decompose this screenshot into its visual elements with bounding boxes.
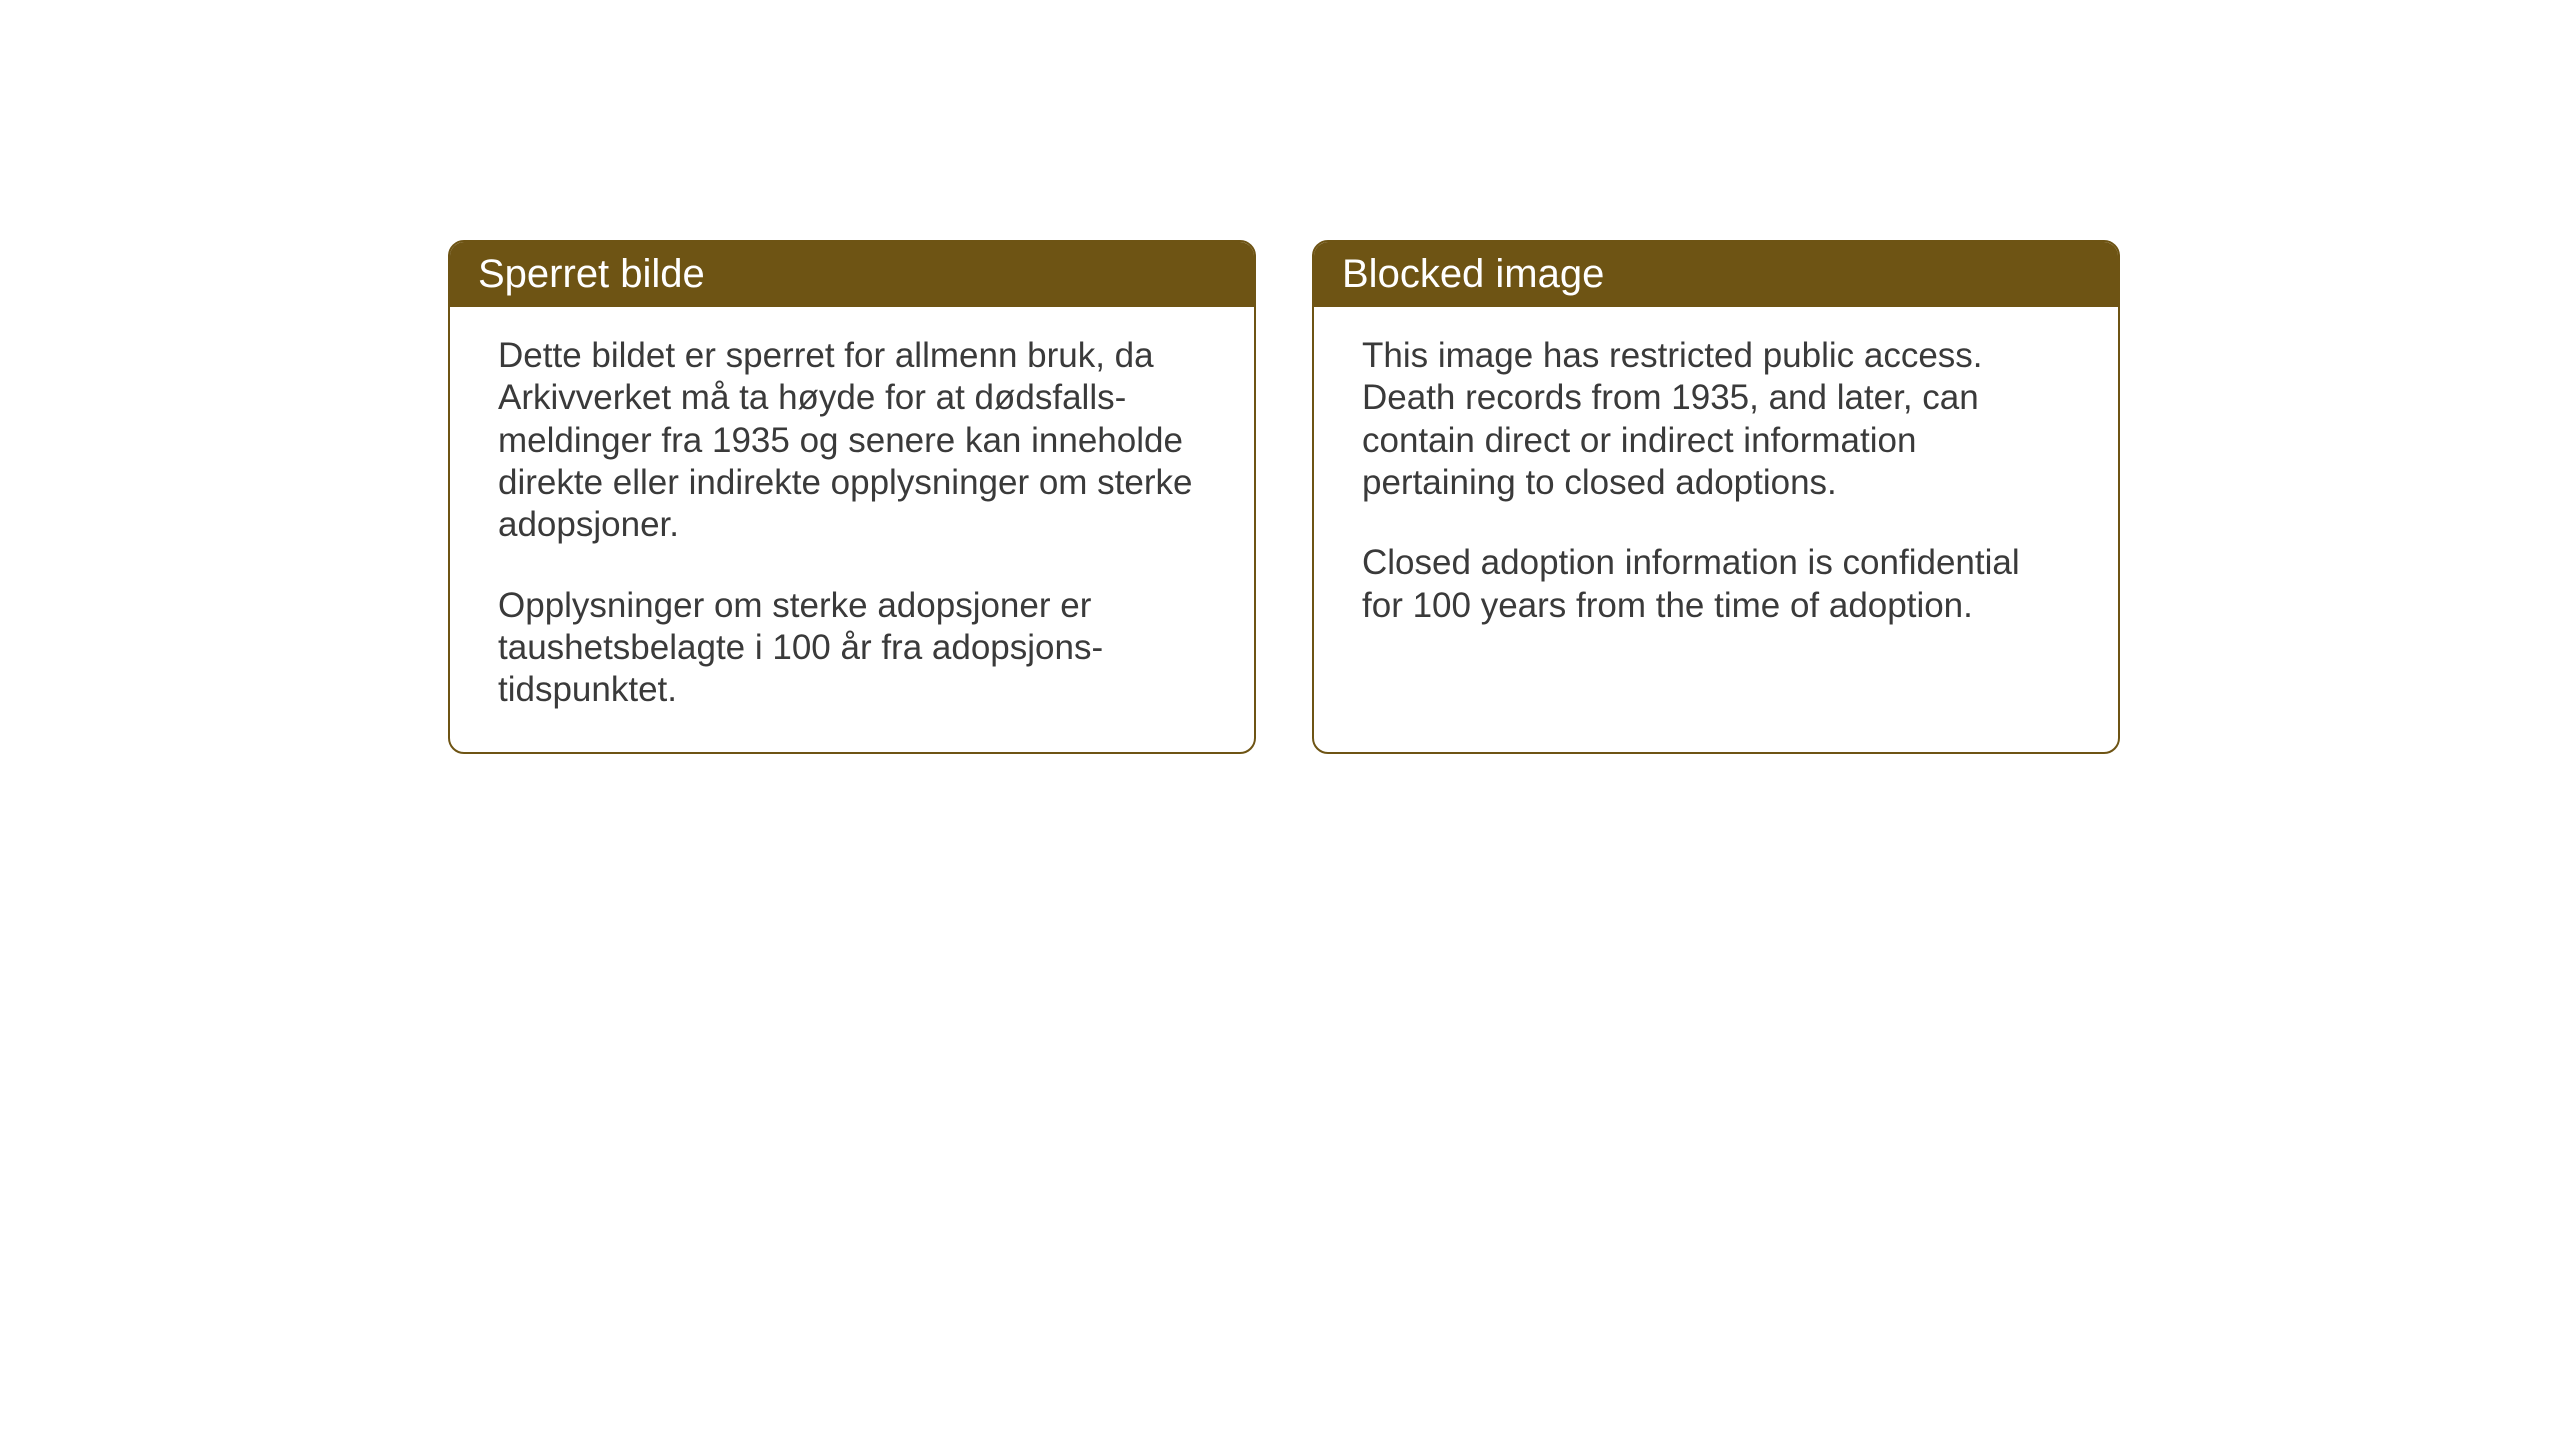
notice-paragraph-2-english: Closed adoption information is confident… [1362, 542, 2070, 627]
notice-box-english: Blocked image This image has restricted … [1312, 240, 2120, 754]
notice-body-english: This image has restricted public access.… [1314, 307, 2118, 667]
notice-header-norwegian: Sperret bilde [450, 242, 1254, 307]
notice-paragraph-2-norwegian: Opplysninger om sterke adopsjoner er tau… [498, 585, 1206, 712]
notice-header-english: Blocked image [1314, 242, 2118, 307]
notice-box-norwegian: Sperret bilde Dette bildet er sperret fo… [448, 240, 1256, 754]
notice-paragraph-1-norwegian: Dette bildet er sperret for allmenn bruk… [498, 335, 1206, 547]
notice-container: Sperret bilde Dette bildet er sperret fo… [448, 240, 2120, 754]
notice-title-norwegian: Sperret bilde [478, 252, 705, 296]
notice-paragraph-1-english: This image has restricted public access.… [1362, 335, 2070, 504]
notice-body-norwegian: Dette bildet er sperret for allmenn bruk… [450, 307, 1254, 752]
notice-title-english: Blocked image [1342, 252, 1604, 296]
